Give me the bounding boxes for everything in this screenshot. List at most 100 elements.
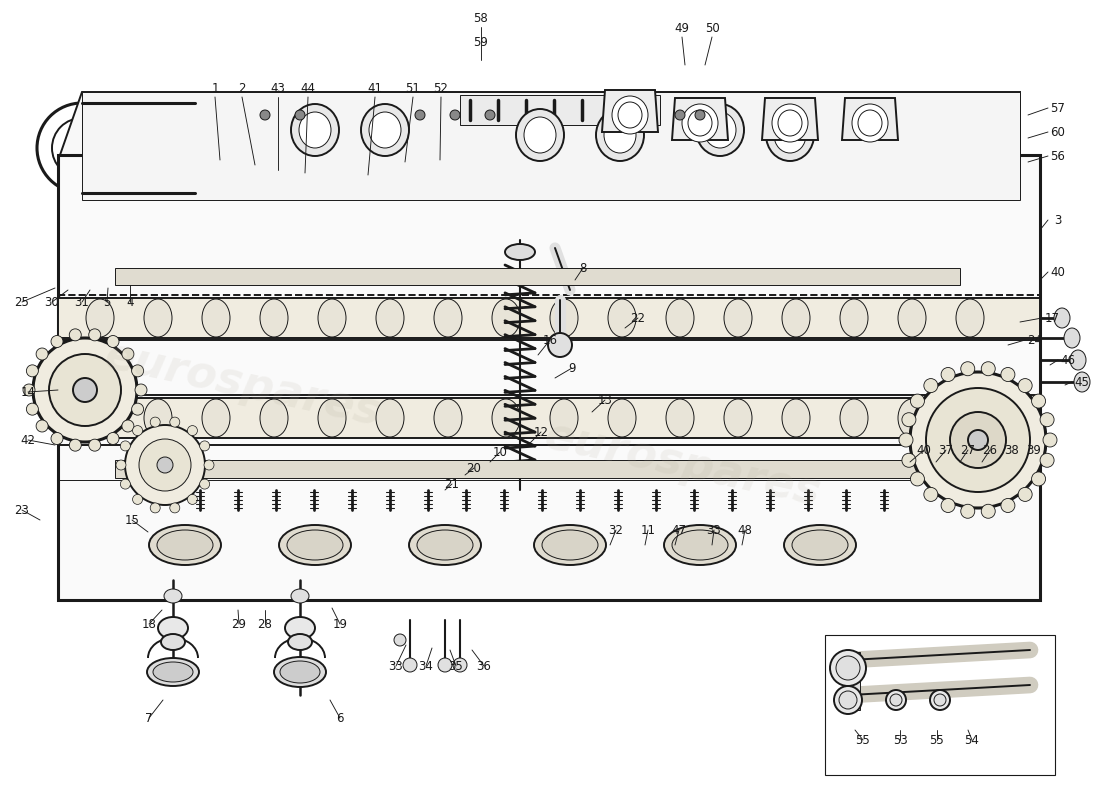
Ellipse shape: [288, 634, 312, 650]
Circle shape: [890, 694, 902, 706]
Circle shape: [135, 384, 147, 396]
Circle shape: [1043, 433, 1057, 447]
Polygon shape: [842, 98, 898, 140]
Ellipse shape: [202, 399, 230, 437]
Polygon shape: [848, 652, 860, 710]
Ellipse shape: [361, 104, 409, 156]
Circle shape: [942, 367, 955, 382]
Text: 35: 35: [449, 659, 463, 673]
Circle shape: [122, 420, 134, 432]
Ellipse shape: [376, 299, 404, 337]
Ellipse shape: [299, 112, 331, 148]
Circle shape: [911, 472, 924, 486]
Text: 60: 60: [1050, 126, 1066, 138]
Circle shape: [695, 110, 705, 120]
Circle shape: [950, 412, 1006, 468]
Text: 1: 1: [211, 82, 219, 94]
Text: 57: 57: [1050, 102, 1066, 114]
Text: 28: 28: [257, 618, 273, 630]
Text: 49: 49: [674, 22, 690, 34]
Ellipse shape: [1070, 350, 1086, 370]
Polygon shape: [58, 398, 1040, 438]
Circle shape: [169, 503, 179, 513]
Circle shape: [122, 348, 134, 360]
Text: 25: 25: [14, 295, 30, 309]
Ellipse shape: [417, 530, 473, 560]
Text: 24: 24: [1027, 334, 1043, 346]
Circle shape: [675, 110, 685, 120]
Text: 37: 37: [938, 443, 954, 457]
Circle shape: [1001, 498, 1015, 513]
Text: 12: 12: [534, 426, 549, 438]
Ellipse shape: [858, 110, 882, 136]
Circle shape: [930, 690, 950, 710]
Ellipse shape: [608, 399, 636, 437]
Circle shape: [1019, 487, 1032, 502]
Circle shape: [394, 634, 406, 646]
Circle shape: [199, 441, 210, 451]
Ellipse shape: [279, 525, 351, 565]
Ellipse shape: [534, 525, 606, 565]
Text: 3: 3: [1054, 214, 1062, 226]
Polygon shape: [762, 98, 818, 140]
Text: 6: 6: [337, 711, 343, 725]
Text: 53: 53: [892, 734, 907, 746]
Ellipse shape: [550, 399, 578, 437]
Circle shape: [981, 504, 996, 518]
Text: 33: 33: [706, 523, 722, 537]
Circle shape: [295, 110, 305, 120]
Ellipse shape: [164, 589, 182, 603]
Ellipse shape: [724, 299, 752, 337]
Text: 17: 17: [1045, 311, 1059, 325]
Circle shape: [36, 348, 48, 360]
Text: 29: 29: [231, 618, 246, 630]
Text: 42: 42: [21, 434, 35, 446]
Circle shape: [830, 650, 866, 686]
Circle shape: [116, 460, 127, 470]
Circle shape: [199, 479, 210, 489]
Circle shape: [139, 439, 191, 491]
Circle shape: [1041, 454, 1054, 467]
Text: 2: 2: [239, 82, 245, 94]
Text: 16: 16: [542, 334, 558, 346]
Circle shape: [960, 362, 975, 376]
Circle shape: [204, 460, 214, 470]
Circle shape: [69, 329, 81, 341]
Ellipse shape: [898, 299, 926, 337]
Ellipse shape: [550, 299, 578, 337]
Circle shape: [151, 503, 161, 513]
Circle shape: [107, 335, 119, 347]
Text: 51: 51: [406, 82, 420, 94]
Circle shape: [910, 372, 1046, 508]
Ellipse shape: [161, 634, 185, 650]
Text: 18: 18: [142, 618, 156, 630]
Circle shape: [960, 504, 975, 518]
Text: 33: 33: [388, 659, 404, 673]
Text: 30: 30: [45, 295, 59, 309]
Text: 23: 23: [14, 503, 30, 517]
Text: 46: 46: [1060, 354, 1076, 366]
Text: 55: 55: [856, 734, 870, 746]
Text: 10: 10: [493, 446, 507, 458]
Text: 38: 38: [1004, 443, 1020, 457]
Ellipse shape: [86, 299, 114, 337]
Circle shape: [1041, 413, 1054, 426]
Text: 44: 44: [300, 82, 316, 94]
Polygon shape: [602, 90, 658, 132]
Text: 21: 21: [444, 478, 460, 490]
Text: 13: 13: [597, 394, 613, 406]
Polygon shape: [82, 92, 500, 185]
Text: 9: 9: [569, 362, 575, 374]
Text: 50: 50: [705, 22, 719, 34]
Ellipse shape: [542, 530, 598, 560]
Circle shape: [157, 457, 173, 473]
Circle shape: [120, 479, 131, 489]
Ellipse shape: [144, 299, 172, 337]
Circle shape: [902, 454, 916, 467]
Circle shape: [187, 494, 197, 505]
Text: 20: 20: [466, 462, 482, 474]
Ellipse shape: [202, 299, 230, 337]
Ellipse shape: [516, 109, 564, 161]
Circle shape: [89, 329, 101, 341]
Ellipse shape: [688, 110, 712, 136]
